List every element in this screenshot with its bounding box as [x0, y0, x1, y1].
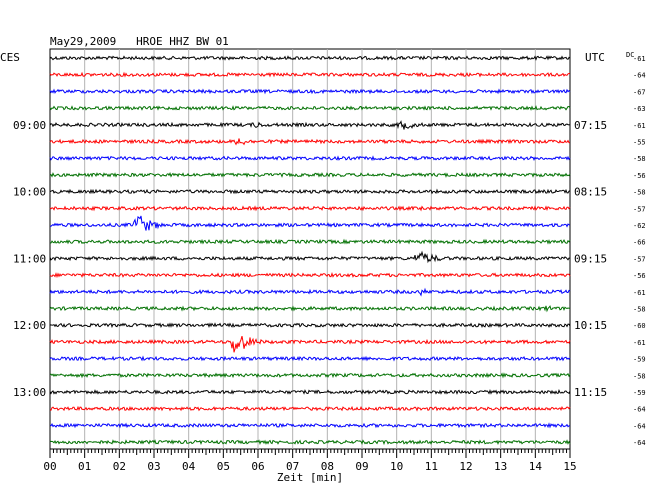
trace-row-12: [49, 238, 571, 245]
dc-offset-label: -61: [633, 339, 646, 347]
trace-row-14: [49, 272, 571, 279]
trace-row-11: [49, 215, 571, 231]
dc-offset-label: -62: [633, 222, 646, 230]
x-tick-label: 02: [113, 460, 126, 473]
trace-group: [49, 55, 571, 446]
x-tick-label: 15: [563, 460, 576, 473]
dc-offset-label: -58: [633, 372, 646, 380]
right-time-label: 10:15: [574, 319, 607, 332]
grid-lines: [84, 49, 536, 449]
trace-row-23: [49, 422, 571, 429]
dc-offset-label: -64: [633, 406, 646, 414]
dc-offset-label: -64: [633, 439, 646, 447]
trace-row-21: [49, 389, 571, 395]
x-axis-label: Zeit [min]: [277, 471, 343, 484]
dc-offset-label: -59: [633, 389, 646, 397]
dc-offset-label: -56: [633, 272, 646, 280]
x-tick-label: 04: [182, 460, 196, 473]
trace-row-13: [49, 250, 571, 264]
trace-row-2: [49, 71, 571, 78]
dc-offset-label: -67: [633, 88, 646, 96]
dc-offset-label: -59: [633, 356, 646, 364]
dc-offset-label: -61: [633, 289, 646, 297]
right-zone-label: UTC: [585, 51, 605, 64]
left-time-label: 11:00: [13, 252, 46, 265]
x-tick-label: 07: [286, 460, 299, 473]
left-time-label: 09:00: [13, 119, 46, 132]
dc-offset-label: -64: [633, 72, 646, 80]
trace-row-7: [49, 155, 571, 162]
left-time-label: 10:00: [13, 186, 46, 199]
x-tick-label: 12: [459, 460, 472, 473]
trace-row-24: [49, 439, 571, 446]
x-tick-label: 01: [78, 460, 91, 473]
x-tick-label: 06: [251, 460, 264, 473]
x-tick-label: 10: [390, 460, 403, 473]
right-time-label: 08:15: [574, 186, 607, 199]
trace-row-3: [49, 88, 571, 95]
left-zone-label: CES: [0, 51, 20, 64]
x-tick-label: 09: [355, 460, 368, 473]
left-time-label: 12:00: [13, 319, 46, 332]
x-tick-label: 14: [529, 460, 543, 473]
x-axis: 00 01 02 03 04 05 06 07 08 09 10 11 12 13 14 15: [43, 449, 577, 473]
dc-offset-label: -63: [633, 105, 646, 113]
dc-offset-label: -57: [633, 205, 646, 213]
left-time-label: 13:00: [13, 386, 46, 399]
dc-offset-label: -56: [633, 172, 646, 180]
dc-offset-labels: -61 -64 -67 -63 -61 -55 -58 -56 -58 -57 -62 -66 -57 -…: [633, 55, 646, 447]
x-tick-label: 03: [147, 460, 160, 473]
right-time-label: 07:15: [574, 119, 607, 132]
trace-row-22: [49, 405, 571, 412]
trace-row-19: [49, 355, 571, 362]
dc-label: DC: [626, 51, 634, 59]
dc-offset-label: -66: [633, 239, 646, 247]
trace-row-9: [49, 188, 571, 195]
right-time-label: 09:15: [574, 252, 607, 265]
dc-offset-label: -64: [633, 422, 646, 430]
x-tick-label: 00: [43, 460, 56, 473]
dc-offset-label: -55: [633, 139, 646, 147]
trace-row-1: [49, 55, 571, 61]
x-tick-label: 13: [494, 460, 507, 473]
dc-offset-label: -61: [633, 55, 646, 63]
trace-row-4: [49, 105, 571, 111]
dc-offset-label: -57: [633, 255, 646, 263]
plot-frame: [49, 48, 571, 450]
trace-row-6: [49, 138, 571, 146]
trace-row-18: [49, 336, 571, 353]
chart-title: May29,2009 HROE HHZ BW 01: [50, 35, 229, 48]
dc-offset-label: -61: [633, 122, 646, 130]
left-time-labels: 09:00 10:00 11:00 12:00 13:00: [13, 119, 46, 399]
trace-row-16: [49, 305, 571, 313]
right-time-label: 11:15: [574, 386, 607, 399]
right-time-labels: 07:15 08:15 09:15 10:15 11:15: [574, 119, 607, 399]
trace-row-17: [49, 322, 571, 329]
x-tick-label: 11: [425, 460, 438, 473]
dc-offset-label: -58: [633, 155, 646, 163]
dc-offset-label: -58: [633, 189, 646, 197]
x-tick-label: 08: [321, 460, 334, 473]
trace-row-10: [49, 205, 571, 212]
trace-row-20: [49, 372, 571, 379]
dc-offset-label: -60: [633, 322, 646, 330]
trace-row-8: [49, 172, 571, 178]
x-tick-label: 05: [217, 460, 230, 473]
trace-row-5: [49, 120, 571, 130]
dc-offset-label: -58: [633, 306, 646, 314]
trace-row-15: [49, 287, 571, 297]
